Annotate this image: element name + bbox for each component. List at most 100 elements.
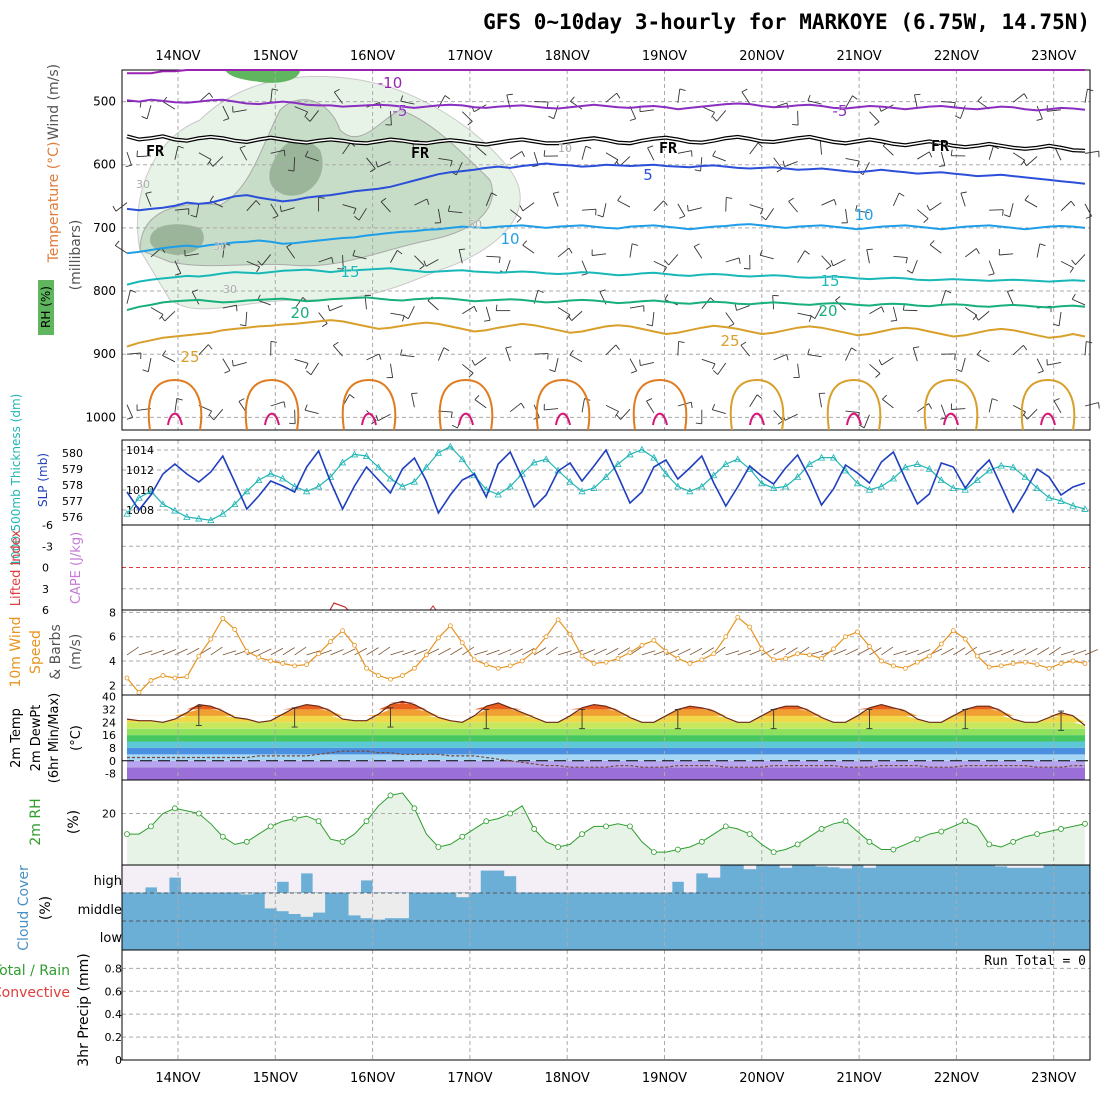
thickness-point (602, 473, 610, 480)
x-tick-top: 22NOV (934, 49, 979, 64)
wind10-point (148, 678, 154, 683)
ylabel-dewpt2m: 2m DewPt (29, 705, 44, 772)
wind-barb (174, 208, 189, 211)
wind-barb (318, 312, 328, 324)
wind-barb-flag (506, 93, 513, 96)
wind-barb (701, 106, 715, 113)
wind10-point (663, 648, 669, 654)
wind10-barb (677, 648, 691, 656)
wind-barb (414, 255, 425, 266)
temp-band (127, 701, 1085, 704)
wind-barb (147, 357, 152, 372)
wind-barb (461, 111, 473, 122)
wind-barb-flag (833, 199, 837, 206)
x-tick-top: 23NOV (1031, 49, 1076, 64)
wind-barb-flag (776, 168, 783, 173)
wind10-barb (150, 649, 165, 656)
cloud-high-cell (324, 865, 338, 893)
isotherm-line (126, 296, 1086, 311)
precip-frame (121, 949, 1091, 1061)
wind-barb-flag (874, 121, 880, 126)
wind-barb-flag (825, 265, 832, 270)
wind10-speed-line (126, 616, 1086, 694)
wind-barb-flag (141, 116, 148, 120)
x-tick-bottom: 17NOV (447, 1071, 492, 1086)
x-tick-top: 16NOV (350, 49, 395, 64)
wind-barb (620, 408, 631, 420)
wind10-barb (581, 649, 596, 656)
wind-barb (455, 162, 463, 176)
wind-barb (749, 394, 758, 407)
isotherm-35-loop (1040, 412, 1056, 426)
wind10-point (423, 652, 429, 658)
rh2m-point (1082, 820, 1088, 827)
wind10-point (615, 656, 621, 661)
thickness-point (219, 509, 227, 517)
wind-barb (509, 402, 522, 413)
thickness-tick-label: 580 (62, 447, 83, 460)
temp-minmax-bar (866, 708, 873, 730)
wind10-barb (390, 650, 404, 656)
pressure-tick-label: 600 (93, 158, 116, 172)
ylabel-temperature: Temperature (°C) (46, 142, 62, 264)
thickness-point (350, 450, 359, 458)
wind-barb (174, 398, 178, 413)
wind-barb (653, 260, 667, 268)
wind-barb-flag (662, 267, 667, 273)
thickness-point (877, 482, 886, 490)
wind10-point (675, 656, 681, 661)
wind10-tick-label: 6 (109, 631, 116, 644)
wind-barb (304, 409, 319, 415)
cloud-high-cell (121, 865, 134, 893)
contour-label: 30 (136, 178, 150, 191)
slp-tick-label: 1008 (126, 504, 154, 517)
wind-barb (605, 152, 619, 161)
wind10-barb (665, 649, 679, 656)
wind10-barb (737, 649, 752, 656)
contour-label: 50 (468, 218, 482, 231)
contour-label: -5 (393, 102, 408, 120)
wind10-tick-label: 4 (109, 655, 116, 668)
thickness-point (243, 487, 251, 495)
thickness-tick-label: 579 (62, 463, 83, 476)
wind-barb-flag (712, 116, 718, 122)
wind-barb-flag (468, 372, 474, 378)
wind-barb (557, 247, 570, 258)
wind-barb (797, 250, 806, 263)
wind-barb-flag (738, 257, 741, 264)
wind-barb-flag (272, 88, 279, 91)
cloud-high-cell (348, 865, 362, 893)
wind-barb (605, 344, 617, 356)
wind-barb (462, 305, 475, 315)
wind10-barb (533, 647, 547, 656)
wind-barb (773, 410, 784, 422)
temp-tick-label: 0 (109, 755, 116, 768)
wind-barb (784, 161, 798, 168)
wind10-point (1010, 661, 1016, 666)
wind-barb-flag (473, 306, 478, 313)
wind10-point (352, 642, 357, 648)
thickness-point (255, 476, 263, 483)
wind-barb-flag (270, 341, 277, 343)
wind-barb-flag (304, 404, 308, 411)
wind-barb (882, 398, 894, 409)
temp-band (127, 728, 1085, 736)
wind10-point (256, 654, 262, 660)
wind-barb-flag (1036, 118, 1043, 121)
contour-label: 25 (180, 348, 199, 366)
wind-barb-flag (712, 370, 719, 375)
ylabel-wind10: Speed (28, 630, 44, 674)
wind-barb (592, 253, 607, 256)
wind-barb-flag (321, 323, 328, 327)
cloud-high-cell (456, 865, 469, 893)
slp-line (126, 448, 1086, 515)
wind-barb-flag (1086, 341, 1093, 344)
isotherm-line (126, 223, 1086, 255)
wind-barb (821, 199, 835, 206)
wind-barb-flag (1023, 345, 1028, 351)
wind-barb (913, 94, 918, 109)
wind-barb-flag (629, 118, 636, 121)
thickness-point (195, 514, 203, 522)
wind-barb-flag (881, 306, 885, 313)
rh2m-point (531, 826, 538, 832)
